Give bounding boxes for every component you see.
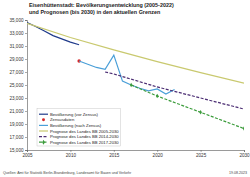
tick-mark bbox=[157, 150, 158, 152]
point bbox=[243, 126, 244, 131]
x-axis: 2005 2010 2015 2020 2025 2030 bbox=[22, 150, 250, 158]
title: und Prognosen (bis 2030) in den aktuelle… bbox=[29, 9, 160, 15]
tick-mark bbox=[70, 150, 71, 152]
tick-label: 25,000 bbox=[9, 83, 23, 88]
legend-swatch bbox=[39, 114, 48, 115]
tick: 33,000 bbox=[9, 31, 27, 36]
tick-mark bbox=[244, 150, 245, 152]
tick-label: 35,000 bbox=[9, 18, 23, 23]
tick: 25,000 bbox=[9, 83, 27, 88]
tick-mark bbox=[25, 124, 27, 125]
tick-label: 17,000 bbox=[9, 135, 23, 140]
tick-label: 2020 bbox=[153, 153, 164, 158]
tick-mark bbox=[25, 111, 27, 112]
point bbox=[199, 110, 202, 115]
axis-line bbox=[25, 21, 28, 151]
tick: 15,000 bbox=[9, 148, 27, 153]
tick-mark bbox=[25, 72, 27, 73]
tick: 17,000 bbox=[9, 135, 27, 140]
tick: 35,000 bbox=[9, 18, 27, 23]
axis-line bbox=[28, 151, 245, 153]
legend-label: Bevölkerung (vor Zensus) bbox=[50, 112, 99, 117]
annotation: Quellen: Amt für Statistik Berlin-Brande… bbox=[3, 171, 132, 175]
legend-label: Prognose des Landes BB 2017-2030 bbox=[50, 140, 119, 145]
series-line bbox=[27, 23, 244, 83]
legend-swatch bbox=[39, 130, 48, 131]
legend-swatch bbox=[39, 136, 48, 137]
tick: 27,000 bbox=[9, 70, 27, 75]
tick-label: 2025 bbox=[196, 153, 207, 158]
annotation: 19.08.2023 bbox=[229, 171, 247, 175]
tick-mark bbox=[25, 137, 27, 138]
tick-mark bbox=[201, 150, 202, 152]
legend-label: Zensusdaten bbox=[50, 117, 75, 122]
tick-mark bbox=[25, 59, 27, 60]
legend-marker bbox=[42, 118, 45, 121]
legend-label: Bevölkerung (nach Zensus) bbox=[50, 123, 102, 128]
tick-label: 2030 bbox=[239, 153, 250, 158]
tick: 2025 bbox=[196, 150, 207, 158]
tick: 19,000 bbox=[9, 122, 27, 127]
series-line bbox=[79, 55, 174, 94]
tick-mark bbox=[25, 150, 27, 151]
tick: 2030 bbox=[239, 150, 250, 158]
series-line bbox=[131, 85, 244, 129]
tick-label: 23,000 bbox=[9, 96, 23, 101]
point bbox=[156, 94, 159, 99]
title: Eisenhüttenstadt: Bevölkerungsentwicklun… bbox=[29, 2, 174, 8]
tick-label: 33,000 bbox=[9, 31, 23, 36]
tick-label: 31,000 bbox=[9, 44, 23, 49]
tick-label: 2005 bbox=[22, 153, 33, 158]
point bbox=[130, 83, 133, 88]
tick: 21,000 bbox=[9, 109, 27, 114]
legend-label: Prognose des Landes BB 2005-2030 bbox=[50, 129, 119, 134]
tick-mark bbox=[25, 98, 27, 99]
tick-label: 2015 bbox=[109, 153, 120, 158]
tick-label: 2010 bbox=[66, 153, 77, 158]
plot-area bbox=[27, 23, 244, 131]
legend-marker bbox=[42, 140, 45, 145]
tick-mark bbox=[114, 150, 115, 152]
tick-label: 21,000 bbox=[9, 109, 23, 114]
legend-box bbox=[37, 108, 121, 146]
tick-label: 27,000 bbox=[9, 70, 23, 75]
tick: 31,000 bbox=[9, 44, 27, 49]
series-line bbox=[105, 72, 244, 109]
tick-label: 29,000 bbox=[9, 57, 23, 62]
chart: Eisenhüttenstadt: Bevölkerungsentwicklun… bbox=[0, 0, 250, 177]
tick-mark bbox=[25, 33, 27, 34]
tick: 23,000 bbox=[9, 96, 27, 101]
tick: 2015 bbox=[109, 150, 120, 158]
tick: 2010 bbox=[66, 150, 77, 158]
tick-label: 15,000 bbox=[9, 148, 23, 153]
tick-label: 19,000 bbox=[9, 122, 23, 127]
tick: 2020 bbox=[153, 150, 164, 158]
legend-label: Prognose des Landes BB 2014-2030 bbox=[50, 134, 119, 139]
tick: 29,000 bbox=[9, 57, 27, 62]
legend-swatch bbox=[39, 125, 48, 126]
legend: Bevölkerung (vor Zensus)ZensusdatenBevöl… bbox=[37, 108, 121, 146]
tick: 2005 bbox=[22, 150, 33, 158]
tick-mark bbox=[25, 46, 27, 47]
tick-mark bbox=[25, 20, 27, 21]
tick-mark bbox=[25, 85, 27, 86]
y-axis: 15,000 17,000 19,000 21,000 23,000 25,000 27,0… bbox=[9, 18, 27, 153]
